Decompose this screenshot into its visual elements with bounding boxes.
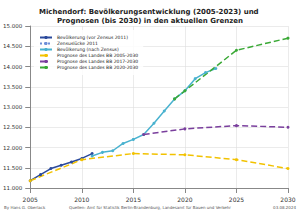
- svg-text:Prognosen (bis 2030) in den ak: Prognosen (bis 2030) in den aktuellen Gr…: [57, 17, 243, 25]
- svg-text:03.08.2024: 03.08.2024: [273, 205, 296, 210]
- svg-text:11.000: 11.000: [3, 185, 23, 191]
- svg-text:2030: 2030: [280, 196, 295, 203]
- svg-text:12.000: 12.000: [3, 145, 23, 151]
- svg-text:13.000: 13.000: [3, 104, 23, 110]
- svg-text:2005: 2005: [23, 196, 38, 203]
- svg-text:2015: 2015: [126, 196, 141, 203]
- svg-text:11.500: 11.500: [3, 165, 23, 171]
- svg-text:2010: 2010: [74, 196, 89, 203]
- svg-text:Michendorf: Bevölkerungsentwic: Michendorf: Bevölkerungsentwicklung (200…: [39, 8, 261, 16]
- svg-text:Prognose des Landes BB 2017-20: Prognose des Landes BB 2017-2030: [57, 59, 138, 64]
- svg-text:Zensuslücke 2011: Zensuslücke 2011: [57, 41, 98, 46]
- svg-text:13.500: 13.500: [3, 84, 23, 90]
- svg-text:Bevölkerung (vor Zensus 2011): Bevölkerung (vor Zensus 2011): [57, 35, 128, 40]
- svg-text:15.000: 15.000: [3, 23, 23, 29]
- svg-text:14.000: 14.000: [3, 64, 23, 70]
- svg-text:12.500: 12.500: [3, 124, 23, 130]
- svg-text:Prognose des Landes BB 2005-20: Prognose des Landes BB 2005-2030: [57, 53, 138, 58]
- svg-text:Quellen: Amt für Statistik Ber: Quellen: Amt für Statistik Berlin-Brande…: [69, 205, 231, 210]
- svg-text:2020: 2020: [177, 196, 192, 203]
- svg-text:2025: 2025: [229, 196, 244, 203]
- svg-text:Bevölkerung (nach Zensus): Bevölkerung (nach Zensus): [57, 47, 119, 52]
- svg-text:By Hans G. Oberlack: By Hans G. Oberlack: [4, 205, 46, 210]
- svg-text:14.500: 14.500: [3, 43, 23, 49]
- svg-text:Prognose des Landes BB 2020-20: Prognose des Landes BB 2020-2030: [57, 65, 138, 70]
